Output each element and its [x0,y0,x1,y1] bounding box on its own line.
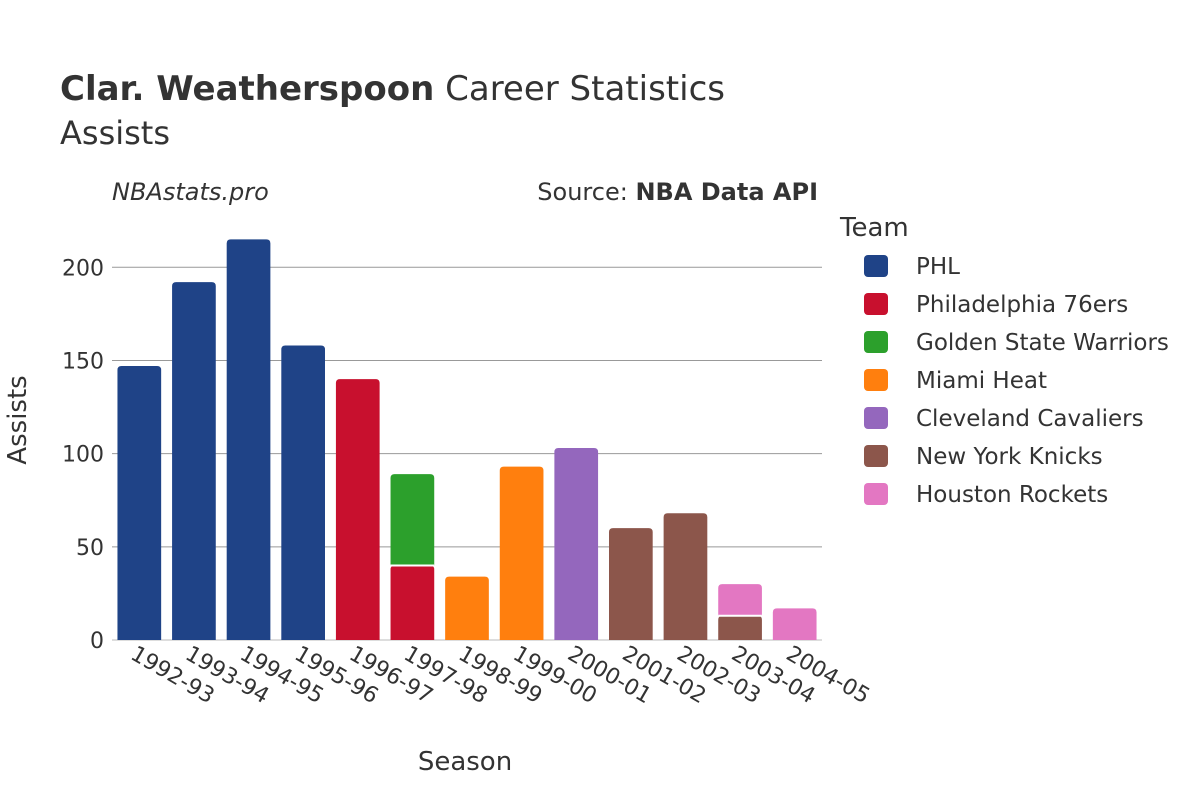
source-credit: Source: NBA Data API [537,178,818,206]
bar-segment[interactable] [663,513,708,640]
legend-label: New York Knicks [916,444,1103,470]
bar-segment[interactable] [172,282,216,640]
legend-label: Houston Rockets [916,482,1108,508]
y-axis-ticks: 0 50 100 150 200 [62,256,104,654]
x-axis-ticks: 1992-931993-941994-951995-961996-971997-… [126,642,873,710]
legend-label: Miami Heat [916,368,1047,394]
legend-label: Philadelphia 76ers [916,292,1128,318]
bar-segment[interactable] [390,565,435,640]
y-tick-label: 100 [62,443,104,468]
bar-segment[interactable] [335,379,380,640]
y-axis-title: Assists [3,375,33,464]
bar-segment[interactable] [445,576,489,640]
bar-segment[interactable] [718,584,762,616]
legend-swatch [864,293,888,315]
chart-title: Clar. Weatherspoon Career Statistics [60,69,725,109]
bar-segment[interactable] [499,466,544,640]
legend-item[interactable]: Cleveland Cavaliers [864,406,1144,432]
legend-swatch [864,331,888,353]
brand-watermark: NBAstats.pro [112,178,269,206]
legend-item[interactable]: Houston Rockets [864,482,1108,508]
y-tick-label: 150 [62,349,104,374]
legend-item[interactable]: Miami Heat [864,368,1047,394]
legend-item[interactable]: New York Knicks [864,444,1103,470]
legend-swatch [864,255,888,277]
y-tick-label: 0 [90,629,104,654]
bar-segment[interactable] [718,615,762,640]
legend-swatch [864,369,888,391]
bar-segment[interactable] [609,528,653,640]
legend-label: Cleveland Cavaliers [916,406,1144,432]
legend-label: PHL [916,254,960,280]
bar-segment[interactable] [554,448,599,640]
chart-subtitle: Assists [60,114,170,152]
y-tick-label: 50 [76,536,104,561]
bar-segment[interactable] [390,474,435,566]
bar-segment[interactable] [772,608,817,640]
legend-title: Team [839,213,909,243]
y-tick-label: 200 [62,256,104,281]
bar-segment[interactable] [117,366,162,640]
legend-label: Golden State Warriors [916,330,1169,356]
legend-swatch [864,445,888,467]
legend-item[interactable]: Golden State Warriors [864,330,1169,356]
bars [117,239,817,640]
legend-item[interactable]: PHL [864,254,960,280]
legend-swatch [864,407,888,429]
legend-item[interactable]: Philadelphia 76ers [864,292,1128,318]
bar-segment[interactable] [226,239,271,640]
x-axis-title: Season [418,747,512,777]
legend-swatch [864,483,888,505]
bar-segment[interactable] [281,345,325,640]
legend: Team PHL Philadelphia 76ers Golden State W… [839,213,1169,508]
